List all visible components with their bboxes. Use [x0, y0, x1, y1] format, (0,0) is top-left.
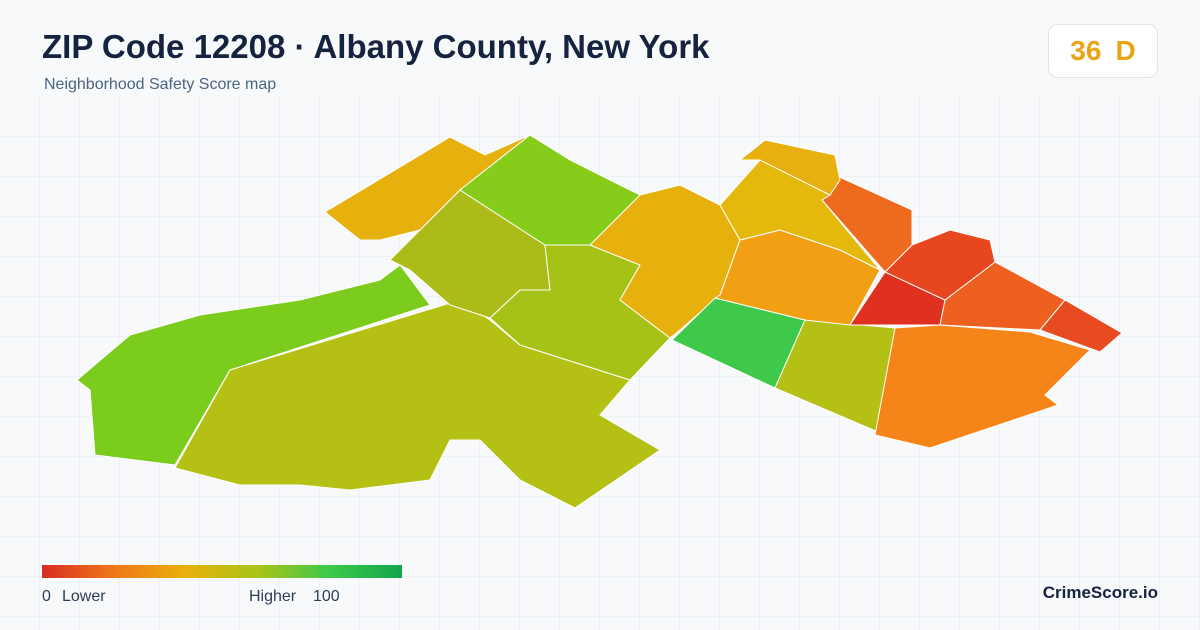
brand: CrimeScore.io	[1042, 583, 1158, 602]
region	[76, 264, 431, 466]
region	[738, 139, 841, 196]
zip-regions	[76, 134, 1123, 509]
region	[1039, 299, 1123, 353]
score-badge: 36 D	[1048, 24, 1158, 78]
legend-min-label: Lower	[62, 588, 106, 605]
subtitle: Neighborhood Safety Score map	[44, 76, 277, 93]
legend-gradient	[42, 565, 402, 578]
legend-max-label: Higher	[249, 588, 297, 605]
legend-min-value: 0	[42, 588, 51, 605]
score-value: 36	[1070, 35, 1102, 66]
title: ZIP Code 12208 · Albany County, New York	[42, 28, 710, 65]
legend-max-value: 100	[313, 588, 340, 605]
region	[874, 324, 1091, 449]
score-grade: D	[1115, 35, 1136, 66]
